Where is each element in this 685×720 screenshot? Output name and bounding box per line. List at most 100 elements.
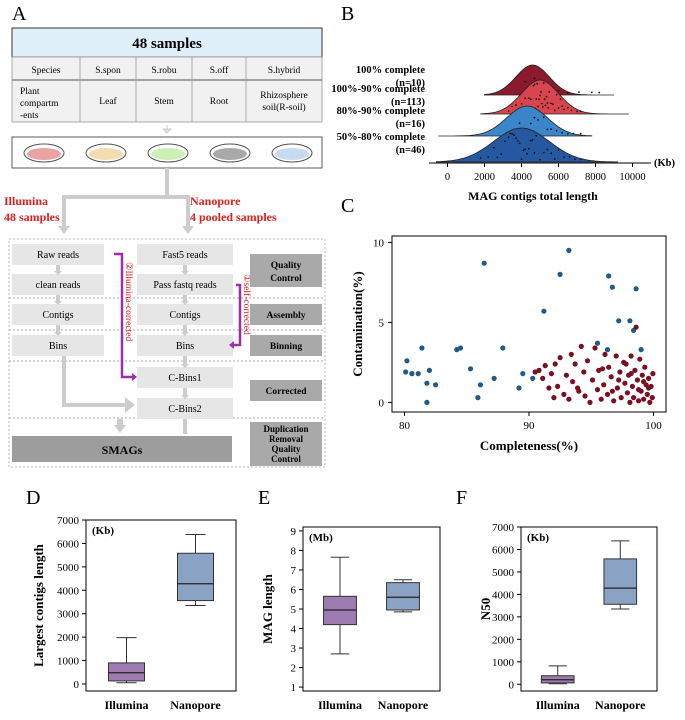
scatter-point-blue — [457, 345, 464, 351]
ridge-point — [526, 152, 528, 155]
scatter-point-red — [566, 396, 572, 402]
ridge-point — [541, 102, 543, 105]
ridge-density-1 — [480, 79, 629, 115]
y-tick-label: 7 — [291, 565, 297, 577]
scatter-point-red — [641, 396, 647, 402]
scatter-point-red — [594, 387, 601, 393]
ridge-point — [557, 107, 560, 109]
scatter-point-red — [548, 371, 555, 377]
ridge-point — [542, 116, 545, 119]
petri-dish-fill — [27, 148, 61, 160]
y-tick-label: 5000 — [492, 567, 515, 579]
scatter-point-red — [624, 390, 631, 396]
ridge-label-2: 80%-90% complete — [337, 106, 426, 117]
scatter-point-red — [650, 371, 656, 377]
scatter-point-red — [639, 372, 645, 378]
unit-label: (Kb) — [92, 525, 114, 537]
ridge-point — [511, 105, 514, 108]
scatter-point-blue — [633, 286, 639, 292]
smags-label: SMAGs — [102, 443, 143, 457]
scatter-point-red — [540, 375, 546, 381]
scatter-point-red — [649, 395, 655, 401]
scatter-point-red — [561, 391, 567, 397]
ridge-point — [515, 104, 517, 106]
scatter-point-red — [646, 385, 652, 391]
y-tick-label: 9 — [291, 526, 297, 538]
scatter-point-blue — [616, 318, 622, 324]
label-corrected — [250, 380, 322, 401]
y-axis-title: N50 — [478, 598, 493, 620]
scatter-point-red — [622, 380, 628, 386]
boxplot-largest-contigs: 0 1000 2000 3000 4000 5000 6000 7000 Illumina Nan… — [31, 515, 237, 712]
scatter-point-red — [563, 372, 570, 378]
scatter-point-red — [587, 399, 593, 405]
scatter-point-red — [611, 398, 617, 404]
scatter-point-red — [602, 351, 608, 357]
y-tick-label: 3 — [291, 643, 297, 655]
scatter-point-red — [644, 391, 650, 397]
y-tick-label: 10 — [373, 237, 385, 249]
species-spon: S.spon — [95, 66, 121, 76]
scatter-point-red — [618, 395, 624, 401]
ridge-point — [522, 149, 525, 152]
ridge-point — [539, 94, 541, 97]
ridge-point — [576, 110, 578, 113]
compartment-rhizo-2: soil(R-soil) — [262, 102, 305, 113]
compartment-label-2: compartm — [20, 99, 59, 109]
category-label: Nanopore — [595, 698, 646, 712]
ridge-point — [555, 129, 558, 132]
step-bins-left-label: Bins — [49, 341, 67, 352]
scatter-point-blue — [530, 375, 536, 381]
scatter-point-blue — [477, 382, 483, 388]
ridge-point — [479, 157, 482, 159]
scatter-point-blue — [426, 367, 432, 373]
ridge-point — [568, 156, 571, 158]
scatter-point-red — [636, 387, 642, 393]
compartment-label-3: -ents — [20, 111, 39, 121]
y-tick-label: 1 — [291, 682, 297, 694]
ridge-point — [529, 139, 532, 142]
scatter-point-blue — [467, 366, 474, 372]
scatter-point-red — [646, 375, 652, 381]
step-pass-fastq — [137, 274, 233, 295]
step-cbins2-label: C-Bins2 — [168, 404, 201, 415]
label-binning — [250, 335, 322, 356]
ridge-point — [504, 140, 506, 143]
label-duplication-3: Quality — [271, 444, 301, 454]
scatter-point-red — [623, 361, 629, 367]
x-tick-label: 100 — [645, 420, 662, 432]
ridge-point — [563, 156, 565, 158]
step-cbins1-label: C-Bins1 — [168, 373, 201, 384]
y-tick-label: 2000 — [57, 632, 80, 644]
ridge-point — [542, 151, 545, 154]
box-iqr — [108, 662, 145, 682]
ridge-point — [574, 158, 576, 161]
scatter-point-blue — [491, 375, 497, 381]
petri-dish-fill — [151, 148, 185, 160]
ridge-point — [566, 92, 569, 94]
ridge-density-2 — [438, 105, 593, 137]
category-label: Illumina — [318, 698, 362, 712]
scatter-point-blue — [520, 371, 526, 377]
ridge-point — [550, 152, 552, 155]
x-axis-title: Completeness(%) — [480, 438, 578, 453]
step-clean-reads-label: clean reads — [36, 280, 81, 291]
step-contigs-left — [12, 304, 104, 325]
compartment-stem: Stem — [154, 97, 174, 107]
ridge-point — [492, 146, 495, 149]
species-hybrid: S.hybrid — [268, 66, 301, 76]
y-tick-label: 2 — [291, 663, 297, 675]
ridge-count-1: (n=113) — [391, 97, 425, 108]
scatter-point-blue — [403, 369, 409, 375]
scatter-point-red — [589, 377, 596, 383]
label-quality-control-2: Control — [270, 274, 302, 284]
y-tick-label: 3000 — [492, 612, 515, 624]
petri-dish-fill — [89, 148, 123, 160]
ridge-point — [566, 106, 569, 109]
ridge-point — [524, 97, 527, 99]
box-iqr — [386, 582, 420, 611]
scatter-point-red — [592, 345, 598, 351]
scatter-point-blue — [557, 271, 563, 277]
ridge-point — [509, 132, 512, 135]
scatter-point-red — [606, 364, 612, 370]
